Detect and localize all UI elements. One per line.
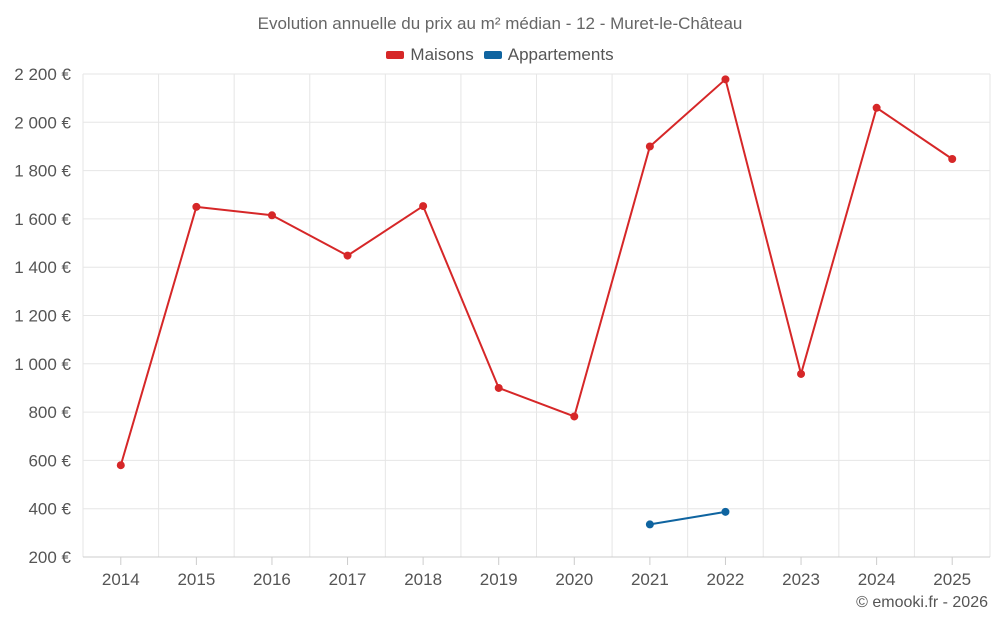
chart-title: Evolution annuelle du prix au m² médian … xyxy=(257,14,743,33)
y-tick-label: 1 800 € xyxy=(14,162,71,181)
data-point-maisons[interactable] xyxy=(645,142,654,151)
data-point-maisons[interactable] xyxy=(192,202,201,211)
data-point-maisons[interactable] xyxy=(267,211,276,220)
legend-label-appartements: Appartements xyxy=(507,45,614,64)
y-tick-label: 1 600 € xyxy=(14,210,71,229)
x-tick-label: 2015 xyxy=(177,570,215,589)
y-tick-label: 2 200 € xyxy=(14,65,71,84)
x-tick-label: 2022 xyxy=(707,570,745,589)
x-tick-label: 2019 xyxy=(480,570,518,589)
x-tick-label: 2024 xyxy=(858,570,896,589)
x-tick-label: 2021 xyxy=(631,570,669,589)
x-tick-label: 2016 xyxy=(253,570,291,589)
y-tick-label: 1 200 € xyxy=(14,307,71,326)
data-point-maisons[interactable] xyxy=(419,202,428,211)
y-tick-label: 1 400 € xyxy=(14,258,71,277)
legend-label-maisons: Maisons xyxy=(410,45,474,64)
data-point-appartements[interactable] xyxy=(721,507,730,516)
series-line-appartements xyxy=(649,510,726,526)
data-point-maisons[interactable] xyxy=(797,369,806,378)
y-tick-label: 600 € xyxy=(28,451,71,470)
x-tick-label: 2017 xyxy=(329,570,367,589)
legend: Maisons Appartements xyxy=(0,45,1000,65)
x-tick-label: 2018 xyxy=(404,570,442,589)
x-tick-label: 2025 xyxy=(933,570,971,589)
y-tick-label: 800 € xyxy=(28,403,71,422)
y-tick-label: 400 € xyxy=(28,500,71,519)
x-tick-label: 2023 xyxy=(782,570,820,589)
credit-text: © emooki.fr - 2026 xyxy=(856,594,988,611)
y-tick-label: 1 000 € xyxy=(14,355,71,374)
y-tick-label: 200 € xyxy=(28,548,71,567)
data-point-maisons[interactable] xyxy=(116,461,125,470)
series-line-maisons xyxy=(119,78,953,466)
data-point-maisons[interactable] xyxy=(343,251,352,260)
data-point-maisons[interactable] xyxy=(570,412,579,421)
legend-swatch-appartements xyxy=(483,51,502,59)
legend-item-appartements[interactable]: Appartements xyxy=(483,45,614,65)
legend-item-maisons[interactable]: Maisons xyxy=(386,45,474,65)
data-point-maisons[interactable] xyxy=(948,155,957,164)
x-tick-label: 2014 xyxy=(102,570,140,589)
data-point-maisons[interactable] xyxy=(872,103,881,112)
legend-swatch-maisons xyxy=(386,51,405,59)
data-point-maisons[interactable] xyxy=(721,75,730,84)
data-point-appartements[interactable] xyxy=(645,520,654,529)
x-tick-label: 2020 xyxy=(555,570,593,589)
data-point-maisons[interactable] xyxy=(494,383,503,392)
y-tick-label: 2 000 € xyxy=(14,113,71,132)
